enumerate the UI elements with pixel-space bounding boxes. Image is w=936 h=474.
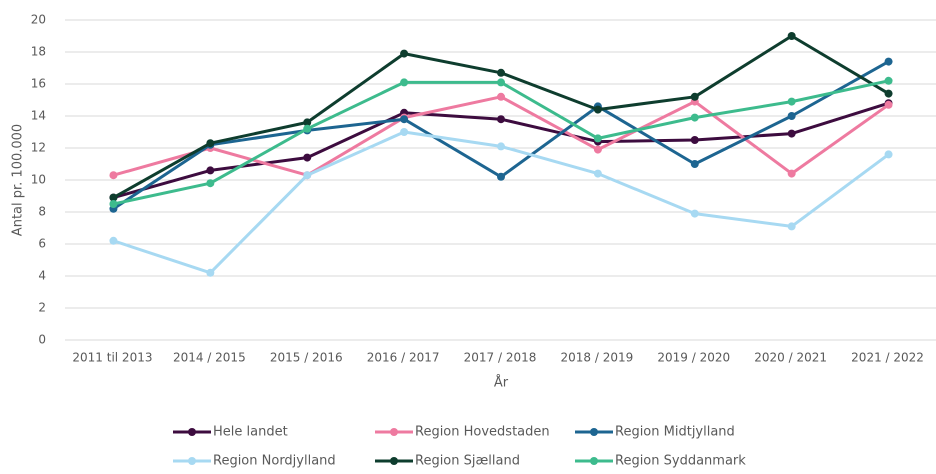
data-point — [690, 136, 699, 144]
data-point — [400, 49, 409, 58]
legend-marker — [188, 457, 196, 465]
y-tick-label: 4 — [38, 269, 46, 283]
data-point — [497, 142, 505, 151]
legend-label: Region Syddanmark — [615, 454, 746, 469]
legend-marker — [390, 428, 398, 436]
data-point — [884, 100, 893, 109]
data-point — [109, 193, 118, 202]
data-point — [787, 97, 796, 106]
data-point — [884, 89, 893, 98]
x-tick-label: 2019 / 2020 — [657, 351, 730, 365]
legend-label: Hele landet — [213, 425, 288, 440]
y-tick-label: 16 — [31, 77, 46, 91]
data-point — [690, 209, 699, 218]
data-point — [593, 145, 602, 154]
legend-label: Region Midtjylland — [615, 425, 735, 440]
data-point — [400, 78, 409, 87]
y-tick-label: 2 — [38, 301, 46, 315]
data-point — [303, 171, 312, 180]
legend-marker — [590, 457, 598, 465]
data-point — [206, 166, 215, 175]
data-point — [497, 78, 505, 87]
data-point — [690, 160, 699, 168]
data-point — [109, 171, 118, 180]
legend-label: Region Sjælland — [415, 454, 520, 469]
data-point — [593, 105, 602, 114]
x-tick-label: 2015 / 2016 — [270, 351, 343, 365]
legend-marker — [390, 457, 398, 465]
data-point — [787, 169, 796, 178]
data-point — [787, 32, 796, 40]
legend-label: Region Hovedstaden — [415, 425, 550, 440]
data-point — [497, 115, 505, 124]
data-point — [109, 200, 118, 208]
data-point — [303, 124, 312, 133]
y-tick-label: 18 — [31, 45, 46, 59]
x-tick-label: 2021 / 2022 — [851, 351, 924, 365]
y-tick-label: 20 — [31, 13, 46, 27]
y-tick-label: 6 — [38, 237, 46, 251]
y-tick-label: 14 — [31, 109, 46, 123]
y-tick-label: 10 — [31, 173, 46, 187]
data-point — [787, 112, 796, 120]
data-point — [400, 128, 409, 136]
data-point — [787, 222, 796, 231]
y-axis-label: Antal pr. 100.000 — [11, 124, 26, 236]
x-tick-label: 2016 / 2017 — [367, 351, 440, 365]
data-point — [497, 92, 505, 101]
data-point — [884, 150, 893, 159]
x-tick-label: 2018 / 2019 — [561, 351, 634, 365]
x-tick-label: 2011 til 2013 — [72, 351, 152, 365]
y-tick-label: 8 — [38, 205, 46, 219]
data-point — [109, 236, 118, 245]
x-tick-label: 2020 / 2021 — [754, 351, 827, 365]
data-point — [497, 68, 505, 77]
data-point — [206, 268, 215, 277]
data-point — [497, 172, 505, 181]
x-tick-label: 2014 / 2015 — [173, 351, 246, 365]
data-point — [206, 139, 215, 148]
data-point — [593, 169, 602, 178]
data-point — [690, 92, 699, 101]
data-point — [303, 118, 312, 127]
y-tick-label: 0 — [38, 333, 46, 347]
data-point — [303, 153, 312, 162]
data-point — [593, 134, 602, 143]
x-axis-label: År — [494, 375, 509, 391]
x-tick-label: 2017 / 2018 — [464, 351, 537, 365]
legend-marker — [590, 428, 598, 436]
data-point — [884, 76, 893, 85]
legend-marker — [188, 428, 196, 436]
data-point — [206, 179, 215, 188]
data-point — [400, 115, 409, 124]
legend-label: Region Nordjylland — [213, 454, 336, 469]
data-point — [787, 129, 796, 138]
data-point — [690, 113, 699, 122]
data-point — [884, 57, 893, 66]
y-tick-label: 12 — [31, 141, 46, 155]
